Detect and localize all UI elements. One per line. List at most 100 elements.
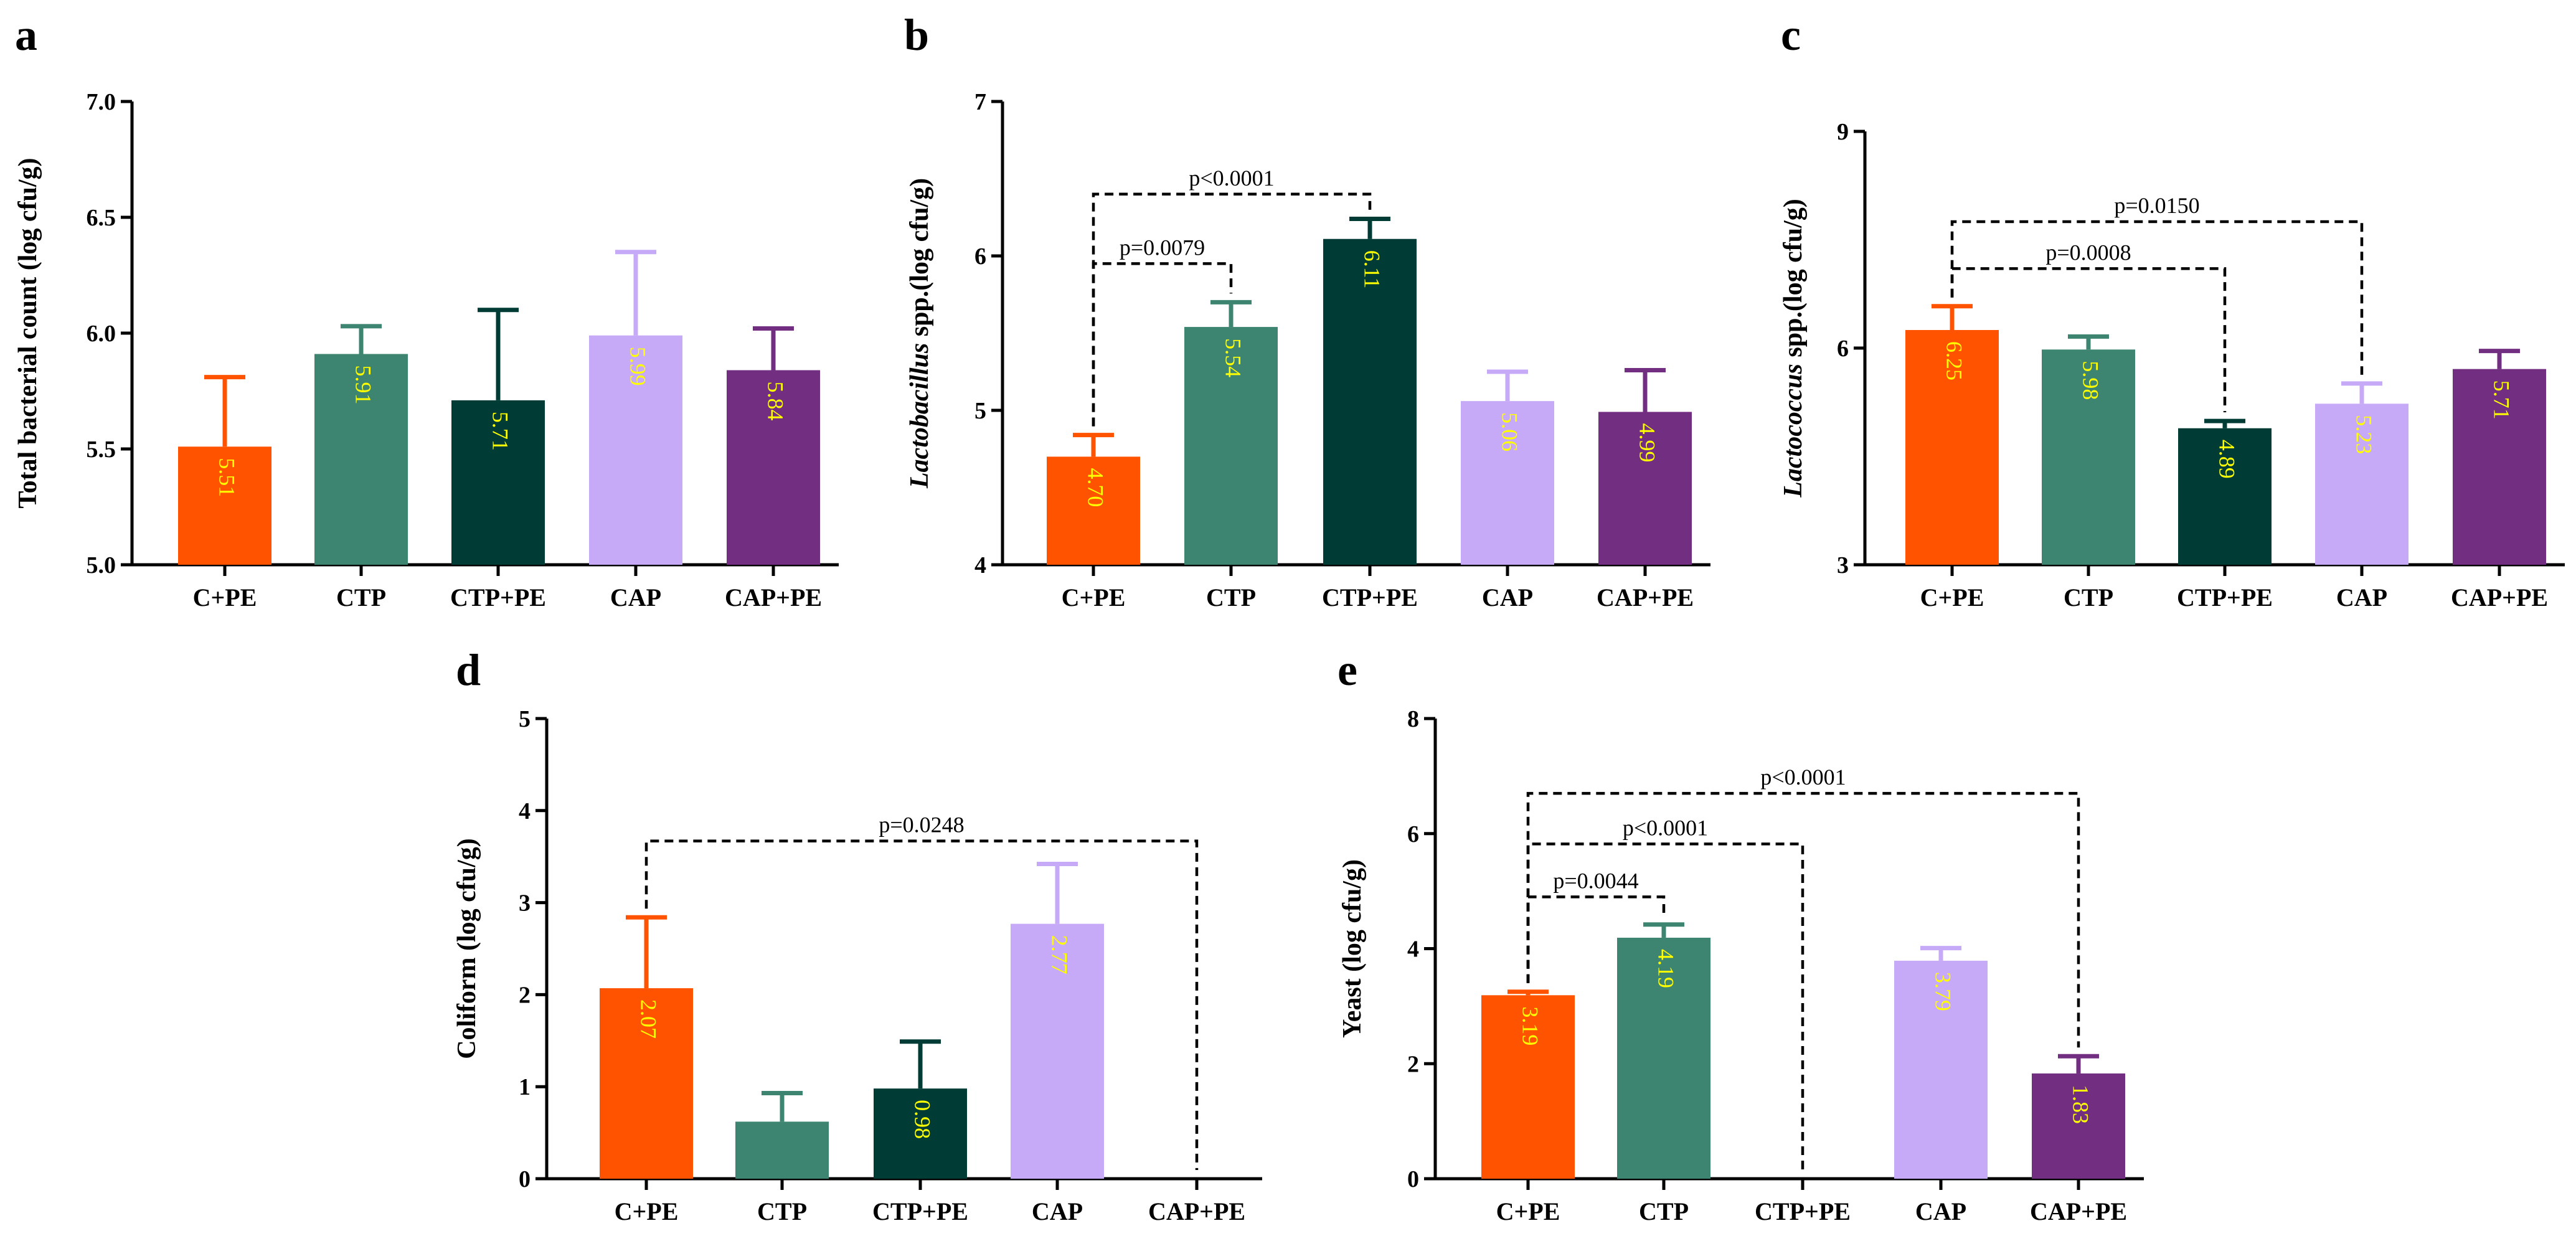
significance-bracket xyxy=(1092,262,1233,427)
data-label: 4.19 xyxy=(1654,949,1679,988)
y-tick-label: 4 xyxy=(1407,936,1419,963)
data-label: 5.71 xyxy=(488,412,513,451)
x-tick-label: C+PE xyxy=(1062,583,1126,611)
y-tick-label: 6.5 xyxy=(87,205,116,231)
bar-cap xyxy=(589,335,682,565)
data-label: 5.98 xyxy=(2078,361,2103,400)
y-tick-label: 0 xyxy=(519,1166,531,1192)
y-axis-label-rest: spp.(log cfu/g) xyxy=(1779,199,1808,357)
x-tick-label: CAP+PE xyxy=(1597,583,1694,611)
y-axis-label-italic: Lactococcus xyxy=(1779,357,1808,498)
x-tick-label: CAP+PE xyxy=(725,583,822,611)
x-tick-label: CAP+PE xyxy=(2030,1197,2127,1225)
chart-panel-a: a 5.0 5.5 6.0 6.5 7.0 Total bacterial count (l… xyxy=(14,10,839,611)
bar-cap-plus-pe xyxy=(2032,1073,2125,1179)
x-tick-label: CTP+PE xyxy=(1755,1197,1851,1225)
data-label: 5.71 xyxy=(2489,380,2514,420)
x-tick-label: CTP xyxy=(1639,1197,1689,1225)
data-label: 5.51 xyxy=(215,458,240,497)
data-label: 5.84 xyxy=(763,382,788,421)
bar-c-plus-pe xyxy=(1481,995,1575,1179)
x-tick-label: CTP+PE xyxy=(872,1197,968,1225)
p-value-label: p=0.0248 xyxy=(879,813,964,837)
bar-c-plus-pe xyxy=(178,446,271,565)
data-label: 5.54 xyxy=(1221,338,1246,377)
bar-c-plus-pe xyxy=(1905,330,1999,565)
significance-bracket xyxy=(1526,842,1805,1170)
bar-cap xyxy=(1461,401,1554,565)
x-tick-label: CAP xyxy=(1482,583,1533,611)
data-label: 6.11 xyxy=(1360,250,1385,289)
y-tick-label: 7 xyxy=(974,89,986,115)
bar-ctp-plus-pe xyxy=(451,400,545,565)
p-value-label: p<0.0001 xyxy=(1623,815,1708,840)
data-label: 3.79 xyxy=(1931,972,1956,1011)
y-tick-label: 8 xyxy=(1407,706,1419,732)
x-tick-label: CAP+PE xyxy=(2451,583,2548,611)
p-value-label: p=0.0079 xyxy=(1120,235,1205,260)
panel-letter: a xyxy=(15,10,37,60)
x-tick-label: CTP xyxy=(2064,583,2113,611)
y-axis-label: Lactobacillus spp.(log cfu/g) xyxy=(905,178,934,489)
x-tick-label: C+PE xyxy=(1496,1197,1560,1225)
p-value-label: p=0.0044 xyxy=(1553,868,1638,893)
panel-letter: c xyxy=(1781,10,1801,60)
bar-cap-plus-pe xyxy=(727,370,820,565)
bar-ctp xyxy=(735,1121,829,1179)
significance-bracket xyxy=(1950,220,2364,375)
bar-ctp-plus-pe xyxy=(1323,238,1417,565)
data-label: 2.77 xyxy=(1047,935,1072,974)
x-tick-label: CAP xyxy=(1915,1197,1966,1225)
p-value-label: p=0.0150 xyxy=(2114,193,2199,218)
y-axis-label: Lactococcus spp.(log cfu/g) xyxy=(1779,199,1808,498)
bar-ctp-plus-pe xyxy=(2178,428,2272,565)
panel-letter: e xyxy=(1338,645,1357,695)
significance-bracket xyxy=(1092,192,1372,427)
bar-ctp-plus-pe xyxy=(874,1088,967,1179)
y-axis-label: Coliform (log cfu/g) xyxy=(453,838,481,1059)
x-tick-label: CTP xyxy=(1206,583,1256,611)
x-tick-label: CTP xyxy=(757,1197,807,1225)
y-tick-label: 5.0 xyxy=(87,552,116,578)
bar-ctp xyxy=(2042,349,2135,565)
data-label: 6.25 xyxy=(1942,341,1967,380)
p-value-label: p=0.0008 xyxy=(2045,240,2131,265)
y-tick-label: 4 xyxy=(519,798,531,824)
x-tick-label: CAP+PE xyxy=(1148,1197,1245,1225)
bar-cap-plus-pe xyxy=(1598,412,1692,565)
y-tick-label: 9 xyxy=(1837,119,1849,145)
chart-panel-c: c 3 6 9 Lactococcus spp.(log cfu/g) C+PE 6.25 C… xyxy=(1779,10,2565,611)
p-value-label: p<0.0001 xyxy=(1189,166,1274,191)
data-label: 4.89 xyxy=(2215,440,2240,479)
data-label: 4.70 xyxy=(1083,468,1108,507)
bar-ctp xyxy=(1184,327,1278,565)
bar-ctp xyxy=(1617,937,1710,1179)
y-axis-label: Yeast (log cfu/g) xyxy=(1338,859,1367,1038)
data-label: 2.07 xyxy=(636,999,661,1039)
data-label: 5.99 xyxy=(626,347,651,386)
x-tick-label: CTP xyxy=(336,583,386,611)
y-tick-label: 6 xyxy=(974,243,986,270)
y-tick-label: 6 xyxy=(1407,821,1419,847)
data-label: 1.83 xyxy=(2069,1085,2093,1124)
y-tick-label: 6.0 xyxy=(87,321,116,347)
x-tick-label: CTP+PE xyxy=(1322,583,1418,611)
bar-cap xyxy=(1011,923,1104,1179)
x-tick-label: C+PE xyxy=(615,1197,679,1225)
y-tick-label: 5 xyxy=(519,706,531,732)
x-tick-label: CAP xyxy=(2336,583,2387,611)
y-tick-label: 7.0 xyxy=(87,89,116,115)
bar-cap xyxy=(1894,960,1988,1179)
y-tick-label: 6 xyxy=(1837,336,1849,362)
y-tick-label: 4 xyxy=(974,552,986,578)
y-axis-label-italic: Lactobacillus xyxy=(905,336,934,489)
bar-ctp xyxy=(314,354,408,565)
bar-c-plus-pe xyxy=(1047,456,1140,565)
data-label: 5.06 xyxy=(1498,412,1522,451)
bar-c-plus-pe xyxy=(600,988,693,1179)
panel-letter: d xyxy=(456,645,481,695)
data-label: 4.99 xyxy=(1635,423,1660,462)
y-tick-label: 3 xyxy=(519,890,531,917)
bar-cap-plus-pe xyxy=(2453,369,2546,565)
